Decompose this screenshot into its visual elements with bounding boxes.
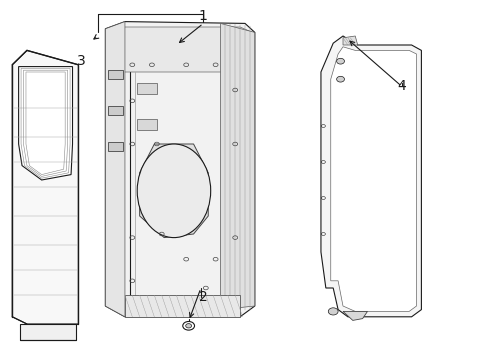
Polygon shape — [105, 22, 125, 317]
Text: 3: 3 — [76, 54, 85, 68]
Polygon shape — [343, 36, 358, 45]
Polygon shape — [105, 22, 255, 317]
Polygon shape — [108, 142, 122, 151]
Polygon shape — [125, 295, 240, 317]
Polygon shape — [20, 324, 76, 340]
Polygon shape — [343, 311, 368, 320]
Polygon shape — [19, 67, 73, 180]
Polygon shape — [12, 50, 78, 324]
Polygon shape — [220, 23, 255, 310]
Ellipse shape — [137, 144, 211, 238]
Circle shape — [186, 324, 192, 328]
Text: 2: 2 — [199, 290, 208, 304]
Circle shape — [337, 58, 344, 64]
Polygon shape — [140, 144, 208, 238]
Polygon shape — [108, 27, 252, 72]
Circle shape — [183, 321, 195, 330]
Polygon shape — [108, 106, 122, 115]
Polygon shape — [137, 83, 157, 94]
Text: 1: 1 — [199, 9, 208, 23]
Text: 4: 4 — [397, 80, 406, 93]
Polygon shape — [331, 47, 416, 311]
Polygon shape — [146, 152, 202, 229]
Polygon shape — [137, 119, 157, 130]
Circle shape — [337, 76, 344, 82]
Circle shape — [328, 308, 338, 315]
Polygon shape — [108, 70, 122, 79]
Polygon shape — [321, 36, 421, 317]
